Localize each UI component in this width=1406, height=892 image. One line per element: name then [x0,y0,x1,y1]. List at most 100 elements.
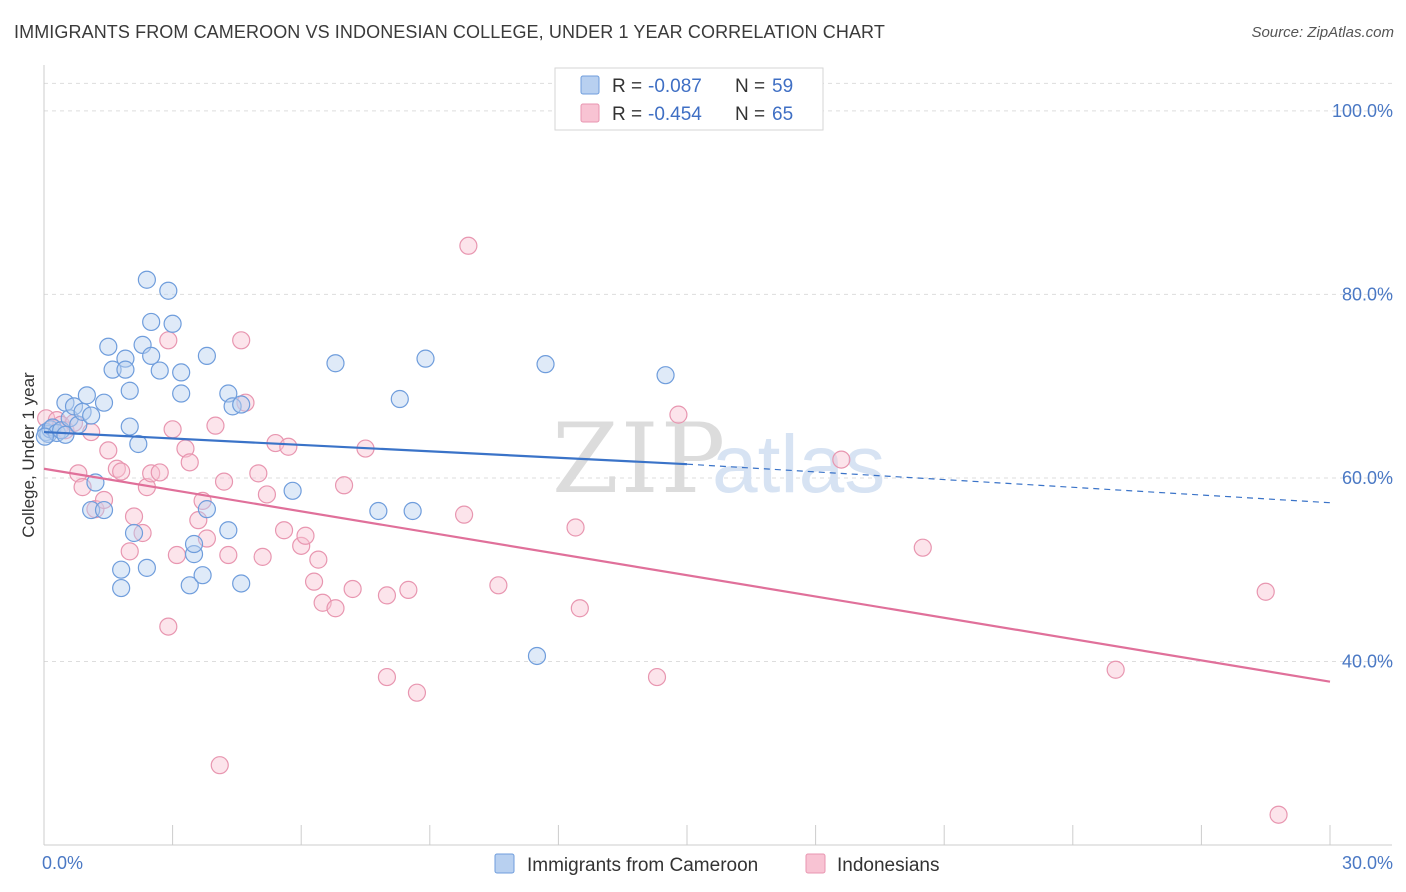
indonesians-point [163,420,182,439]
y-tick-label: 40.0% [1342,651,1393,671]
indonesians-point [210,756,229,775]
cameroon-point [94,500,114,520]
indonesians-point [257,485,277,504]
cameroon-point [159,281,178,300]
cameroon-point [137,558,156,577]
source-label: Source: ZipAtlas.com [1251,24,1394,41]
x-tick-label: 0.0% [42,853,83,873]
indonesians-point [219,545,238,565]
legend-swatch-blue [580,75,600,95]
indonesians-point [214,472,234,491]
cameroon-trend-line [43,430,688,466]
indonesians-point [913,538,932,557]
cameroon-point [116,360,135,379]
legend-swatch-pink [580,103,600,123]
indonesians-point [279,437,298,456]
indonesians-point [647,667,667,687]
indonesians-point [94,490,114,510]
cameroon-trend-extension [686,463,1331,504]
cameroon-point [656,366,675,385]
indonesians-point [309,550,328,569]
cameroon-point [369,501,388,521]
cameroon-point [193,566,212,585]
y-axis-label: College, Under 1 year [19,372,38,538]
indonesians-point [167,545,186,565]
cameroon-point [197,346,216,365]
indonesians-point [120,542,139,561]
cameroon-point [416,349,435,368]
cameroon-point [94,393,114,412]
indonesians-point [832,450,851,469]
indonesians-point [292,536,311,555]
cameroon-point [103,360,122,379]
indonesians-point [570,599,589,618]
cameroon-point [124,523,144,543]
y-tick-labels: 40.0% 60.0% 80.0% 100.0% [1332,101,1393,672]
indonesians-point [253,547,272,566]
cameroon-point [172,363,191,382]
cameroon-point [82,500,101,520]
cameroon-point [283,481,302,500]
y-tick-label: 60.0% [1342,468,1393,488]
indonesians-trend-line [43,467,1331,683]
indonesians-point [1106,660,1125,679]
indonesians-point [454,505,474,524]
cameroon-point [184,545,204,564]
bottom-legend-swatch-blue [494,853,515,874]
axes [43,65,1392,846]
legend-n-value-2: 65 [772,104,793,125]
legend-r-value-1: -0.087 [648,76,702,97]
cameroon-point [77,386,96,405]
cameroon-point [403,501,422,521]
cameroon-point [527,646,547,666]
trend-lines [43,430,1331,683]
cameroon-point [112,560,131,579]
cameroon-point [142,312,161,332]
y-tick-label: 80.0% [1342,284,1393,304]
cameroon-point [180,576,199,595]
bottom-legend-label-indonesians: Indonesians [837,855,939,876]
indonesians-point [334,476,354,495]
watermark-atlas: atlas [712,419,885,510]
cameroon-point [82,406,101,425]
indonesians-point [249,464,268,483]
y-tick-label: 100.0% [1332,101,1393,121]
chart-title: IMMIGRANTS FROM CAMEROON VS INDONESIAN C… [14,22,885,42]
indonesians-point [206,416,225,435]
indonesians-point [296,526,315,545]
indonesians-point [99,441,118,460]
legend-n-label-2: N = [735,104,765,125]
cameroon-point [99,337,118,356]
legend-r-label-2: R = [612,104,642,125]
cameroon-point [184,534,204,554]
indonesians-point [343,579,362,599]
watermark: ZIP atlas [552,403,885,515]
cameroon-point [536,355,555,374]
cameroon-point [150,361,169,380]
cameroon-point [326,354,345,373]
indonesians-point [124,507,144,526]
cameroon-point [390,389,409,409]
cameroon-point [120,381,139,400]
cameroon-point [137,270,156,289]
indonesians-point [377,667,397,687]
indonesians-point [407,683,427,702]
x-tick-label: 30.0% [1342,853,1393,873]
cameroon-point [232,574,251,593]
cameroon-point [120,417,139,436]
legend-r-label-1: R = [612,76,642,97]
bottom-legend-label-cameroon: Immigrants from Cameroon [527,855,758,876]
grid-lines [44,82,1392,662]
indonesians-point [326,599,345,618]
cameroon-point [112,578,131,598]
indonesians-point [399,580,418,599]
bottom-legend: Immigrants from Cameroon Indonesians [494,853,939,876]
cameroon-point [219,521,238,540]
cameroon-point [129,434,148,454]
cameroon-point [172,384,191,403]
legend-r-value-2: -0.454 [648,104,702,125]
indonesians-point [1256,582,1275,601]
indonesians-point [274,521,294,540]
series-indonesians-points [37,236,1288,824]
